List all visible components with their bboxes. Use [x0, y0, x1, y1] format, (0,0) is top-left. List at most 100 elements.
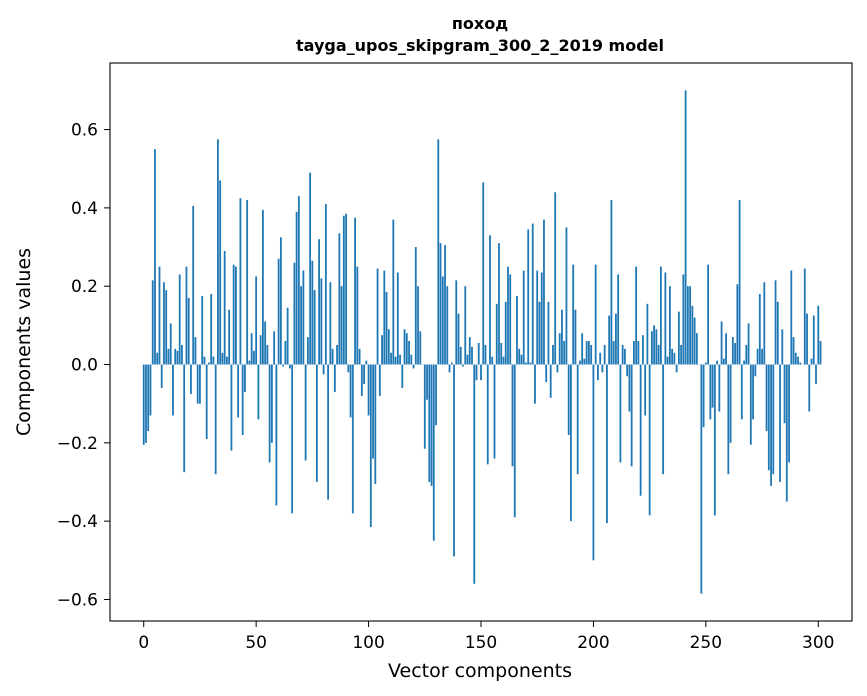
bar-92 [349, 364, 352, 418]
x-tick-label: 250 [690, 633, 722, 653]
bar-249 [702, 364, 705, 428]
bar-191 [572, 264, 575, 365]
bar-228 [655, 329, 658, 365]
bar-155 [491, 356, 494, 365]
bar-287 [788, 364, 790, 463]
bar-218 [633, 341, 635, 365]
bar-192 [574, 309, 577, 365]
bar-189 [567, 364, 570, 435]
bar-271 [752, 364, 754, 420]
bar-104 [376, 268, 379, 365]
bar-266 [740, 364, 743, 420]
bar-300 [817, 305, 820, 365]
bar-18 [183, 364, 186, 473]
bar-67 [293, 262, 296, 365]
bar-242 [686, 286, 689, 365]
bar-153 [486, 364, 489, 465]
bar-210 [615, 313, 617, 365]
bar-46 [246, 200, 249, 365]
bar-57 [270, 364, 273, 443]
bar-269 [747, 323, 750, 365]
bar-81 [324, 203, 327, 365]
bar-68 [295, 211, 298, 365]
bar-181 [549, 364, 552, 398]
bar-47 [248, 360, 251, 365]
bar-121 [414, 247, 417, 365]
bar-111 [392, 219, 395, 365]
bar-154 [489, 235, 491, 365]
bar-106 [381, 335, 383, 365]
bar-237 [675, 364, 678, 373]
bar-251 [707, 264, 709, 365]
bar-268 [745, 344, 748, 365]
y-tick-label: −0.4 [57, 512, 98, 532]
bar-291 [797, 356, 799, 365]
bar-151 [482, 182, 485, 365]
bar-248 [700, 364, 703, 594]
bar-194 [579, 360, 581, 365]
bar-295 [806, 313, 808, 365]
bar-73 [306, 337, 309, 365]
bar-290 [794, 352, 797, 365]
bar-135 [446, 286, 449, 365]
bar-64 [286, 307, 289, 365]
bar-205 [603, 344, 606, 365]
bar-169 [522, 270, 525, 365]
bar-152 [484, 344, 487, 365]
bar-201 [594, 264, 597, 365]
bar-108 [385, 292, 388, 365]
bar-37 [226, 356, 228, 365]
bar-134 [444, 245, 446, 365]
bar-17 [181, 344, 183, 365]
bar-294 [803, 268, 806, 365]
bar-250 [704, 362, 707, 365]
y-tick-label: 0.2 [71, 277, 98, 297]
bar-200 [592, 364, 595, 561]
bar-45 [244, 364, 246, 392]
bar-196 [583, 358, 586, 365]
bar-204 [601, 364, 604, 373]
bar-257 [720, 321, 723, 365]
bar-147 [473, 364, 476, 584]
bar-240 [682, 274, 685, 365]
bar-60 [277, 258, 280, 365]
bar-53 [262, 209, 264, 365]
bar-168 [520, 354, 523, 365]
bar-87 [338, 233, 341, 365]
bar-23 [194, 337, 197, 365]
bar-113 [396, 272, 399, 365]
bar-39 [230, 364, 233, 451]
bar-167 [518, 348, 521, 365]
bar-139 [455, 280, 458, 365]
bar-227 [653, 325, 656, 365]
bar-283 [779, 364, 781, 482]
bar-231 [662, 364, 665, 475]
bar-56 [268, 364, 271, 463]
bar-90 [345, 213, 347, 365]
bar-256 [718, 364, 721, 412]
bar-206 [606, 364, 608, 524]
bar-255 [716, 360, 718, 365]
bar-243 [689, 286, 692, 365]
bar-244 [691, 305, 694, 365]
bar-261 [729, 364, 732, 443]
bar-157 [495, 303, 498, 365]
x-tick-label: 150 [465, 633, 497, 653]
x-tick-label: 0 [138, 633, 149, 653]
bar-66 [291, 364, 294, 514]
bar-21 [190, 364, 192, 394]
bar-50 [255, 276, 258, 365]
bar-163 [509, 274, 512, 365]
bar-128 [430, 364, 433, 486]
bar-212 [619, 364, 622, 463]
bar-116 [403, 329, 406, 365]
bar-298 [812, 315, 815, 365]
bar-42 [237, 364, 240, 418]
bar-136 [448, 364, 451, 373]
bar-69 [297, 196, 300, 365]
bar-25 [199, 364, 201, 404]
bar-146 [471, 346, 473, 365]
bar-180 [547, 301, 550, 365]
bar-222 [641, 335, 644, 365]
bar-129 [432, 364, 435, 541]
